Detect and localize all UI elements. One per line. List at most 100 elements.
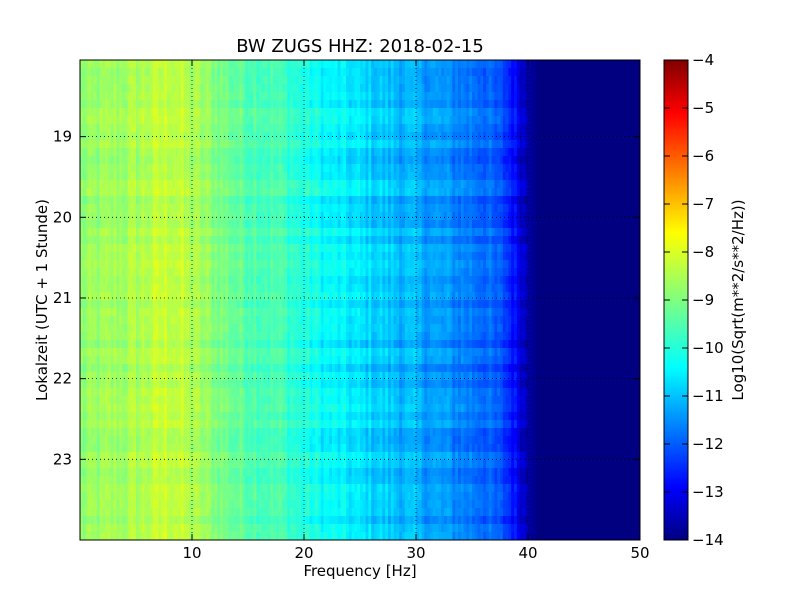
heatmap-cell xyxy=(141,164,145,173)
heatmap-cell xyxy=(85,364,89,373)
heatmap-cell xyxy=(267,348,271,357)
heatmap-cell xyxy=(292,228,296,237)
heatmap-cell xyxy=(110,388,114,397)
heatmap-cell xyxy=(267,372,271,381)
heatmap-cell xyxy=(225,188,229,197)
heatmap-cell xyxy=(214,180,218,189)
heatmap-cell xyxy=(203,196,207,205)
heatmap-cell xyxy=(242,452,246,461)
heatmap-cell xyxy=(222,60,226,69)
heatmap-cell xyxy=(264,100,268,109)
heatmap-cell xyxy=(276,196,280,205)
heatmap-cell xyxy=(304,348,308,357)
heatmap-cell xyxy=(278,76,282,85)
heatmap-cell xyxy=(178,324,182,333)
heatmap-cell xyxy=(304,132,308,141)
heatmap-cell xyxy=(105,460,109,469)
heatmap-cell xyxy=(298,76,302,85)
heatmap-cell xyxy=(287,436,291,445)
heatmap-cell xyxy=(158,60,162,69)
heatmap-cell xyxy=(194,212,198,221)
heatmap-cell xyxy=(194,484,198,493)
heatmap-cell xyxy=(127,492,131,501)
heatmap-cell xyxy=(180,100,184,109)
heatmap-cell xyxy=(194,452,198,461)
heatmap-cell xyxy=(290,308,294,317)
heatmap-cell xyxy=(248,420,252,429)
heatmap-cell xyxy=(208,324,212,333)
heatmap-cell xyxy=(88,508,92,517)
heatmap-cell xyxy=(250,324,254,333)
heatmap-cell xyxy=(166,84,170,93)
heatmap-cell xyxy=(105,244,109,253)
heatmap-cell xyxy=(94,236,98,245)
heatmap-cell xyxy=(270,348,274,357)
heatmap-cell xyxy=(175,436,179,445)
heatmap-cell xyxy=(214,332,218,341)
heatmap-cell xyxy=(119,500,123,509)
heatmap-cell xyxy=(298,460,302,469)
heatmap-cell xyxy=(108,476,112,485)
heatmap-cell xyxy=(242,404,246,413)
heatmap-cell xyxy=(220,324,224,333)
heatmap-cell xyxy=(220,476,224,485)
heatmap-cell xyxy=(194,308,198,317)
heatmap-cell xyxy=(248,164,252,173)
heatmap-cell xyxy=(122,476,126,485)
heatmap-cell xyxy=(208,92,212,101)
heatmap-cell xyxy=(172,436,176,445)
heatmap-cell xyxy=(113,444,117,453)
heatmap-cell xyxy=(292,524,296,533)
heatmap-cell xyxy=(262,404,266,413)
heatmap-cell xyxy=(309,84,313,93)
heatmap-cell xyxy=(124,476,128,485)
heatmap-cell xyxy=(276,524,280,533)
heatmap-cell xyxy=(172,516,176,525)
heatmap-cell xyxy=(189,228,193,237)
heatmap-cell xyxy=(273,500,277,509)
heatmap-cell xyxy=(206,532,210,541)
heatmap-cell xyxy=(178,388,182,397)
heatmap-cell xyxy=(220,396,224,405)
heatmap-cell xyxy=(96,204,100,213)
heatmap-cell xyxy=(262,220,266,229)
heatmap-cell xyxy=(262,252,266,261)
heatmap-cell xyxy=(206,116,210,125)
heatmap-cell xyxy=(301,76,305,85)
heatmap-cell xyxy=(152,300,156,309)
heatmap-cell xyxy=(122,76,126,85)
heatmap-cell xyxy=(119,460,123,469)
heatmap-cell xyxy=(264,276,268,285)
heatmap-cell xyxy=(200,212,204,221)
heatmap-cell xyxy=(124,204,128,213)
heatmap-cell xyxy=(262,236,266,245)
heatmap-cell xyxy=(264,324,268,333)
heatmap-cell xyxy=(259,252,263,261)
heatmap-cell xyxy=(278,468,282,477)
heatmap-cell xyxy=(178,116,182,125)
heatmap-cell xyxy=(253,404,257,413)
heatmap-cell xyxy=(144,484,148,493)
heatmap-cell xyxy=(281,100,285,109)
heatmap-cell xyxy=(231,364,235,373)
heatmap-cell xyxy=(189,116,193,125)
heatmap-cell xyxy=(304,236,308,245)
heatmap-cell xyxy=(122,508,126,517)
heatmap-cell xyxy=(214,244,218,253)
heatmap-cell xyxy=(301,340,305,349)
heatmap-cell xyxy=(166,148,170,157)
heatmap-cell xyxy=(136,340,140,349)
heatmap-cell xyxy=(152,524,156,533)
heatmap-cell xyxy=(150,244,154,253)
heatmap-cell xyxy=(116,404,120,413)
heatmap-cell xyxy=(236,436,240,445)
heatmap-cell xyxy=(292,500,296,509)
heatmap-cell xyxy=(304,284,308,293)
heatmap-cell xyxy=(130,444,134,453)
heatmap-cell xyxy=(214,252,218,261)
heatmap-cell xyxy=(234,76,238,85)
heatmap-cell xyxy=(130,228,134,237)
heatmap-cell xyxy=(270,324,274,333)
heatmap-cell xyxy=(236,452,240,461)
heatmap-cell xyxy=(127,68,131,77)
